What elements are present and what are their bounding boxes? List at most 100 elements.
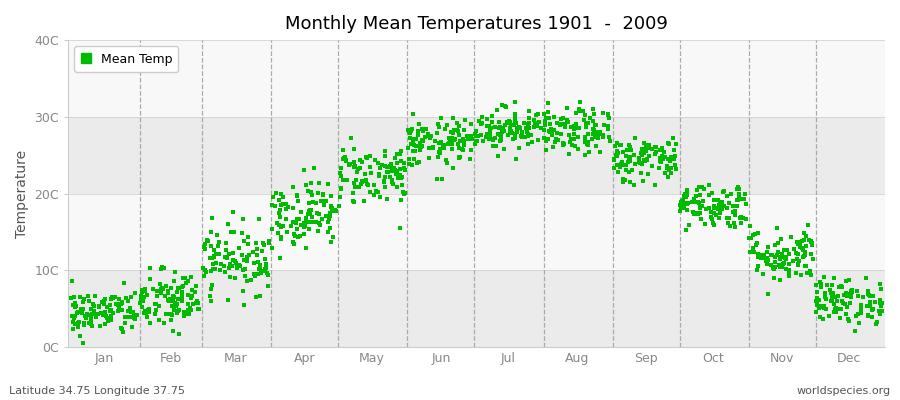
Point <box>70 308 85 315</box>
Point <box>764 262 778 268</box>
Point <box>324 203 338 209</box>
Point <box>92 304 106 310</box>
Point <box>224 228 238 235</box>
Point <box>844 290 859 297</box>
Point <box>431 154 446 161</box>
Point <box>267 203 282 209</box>
Point <box>834 306 849 312</box>
Point <box>205 282 220 288</box>
Point <box>861 312 876 318</box>
Point <box>293 232 308 239</box>
Point <box>765 252 779 258</box>
Point <box>586 106 600 112</box>
Point <box>164 316 178 323</box>
Point <box>549 135 563 142</box>
Point <box>725 209 740 215</box>
Point <box>522 115 536 121</box>
Point <box>170 310 184 317</box>
Point <box>142 265 157 272</box>
Point <box>75 309 89 316</box>
Point <box>346 146 361 152</box>
Point <box>260 283 274 289</box>
Point <box>445 141 459 147</box>
Point <box>734 214 748 220</box>
Point <box>301 211 315 218</box>
Point <box>544 126 558 133</box>
Point <box>204 268 219 274</box>
Point <box>320 219 335 225</box>
Point <box>284 223 299 229</box>
Point <box>623 155 637 161</box>
Point <box>69 303 84 310</box>
Point <box>171 296 185 302</box>
Point <box>164 310 178 317</box>
Point <box>273 254 287 261</box>
Point <box>397 165 411 171</box>
Point <box>562 150 576 157</box>
Point <box>252 216 266 222</box>
Point <box>666 135 680 142</box>
Point <box>140 313 155 320</box>
Point <box>272 222 286 228</box>
Point <box>791 239 806 245</box>
Point <box>610 152 625 158</box>
Point <box>859 275 873 282</box>
Point <box>458 117 473 124</box>
Point <box>390 168 404 175</box>
Point <box>376 178 391 184</box>
Point <box>508 131 522 138</box>
Point <box>589 122 603 129</box>
Point <box>601 122 616 129</box>
Point <box>279 201 293 207</box>
Point <box>274 233 288 240</box>
Point <box>356 159 370 166</box>
Point <box>518 124 533 131</box>
Point <box>556 115 571 122</box>
Point <box>872 308 886 315</box>
Point <box>796 237 811 243</box>
Point <box>169 310 184 316</box>
Point <box>367 157 382 163</box>
Point <box>85 320 99 327</box>
Point <box>353 165 367 171</box>
Point <box>133 300 148 306</box>
Point <box>209 251 223 258</box>
Point <box>522 108 536 114</box>
Point <box>302 211 317 218</box>
Point <box>658 154 672 160</box>
Point <box>721 220 735 226</box>
Point <box>237 238 251 244</box>
Point <box>588 127 602 133</box>
Point <box>510 124 525 131</box>
Point <box>258 256 273 262</box>
Point <box>737 196 751 202</box>
Point <box>544 130 559 137</box>
Point <box>730 197 744 204</box>
Point <box>67 314 81 321</box>
Point <box>452 132 466 138</box>
Point <box>297 231 311 238</box>
Point <box>182 310 196 317</box>
Point <box>364 153 378 159</box>
Point <box>506 136 520 142</box>
Point <box>410 128 425 134</box>
Point <box>178 274 193 281</box>
Point <box>707 209 722 216</box>
Point <box>257 266 272 273</box>
Point <box>707 204 722 211</box>
Point <box>742 235 757 241</box>
Point <box>589 122 603 128</box>
Point <box>184 274 198 280</box>
Point <box>76 306 90 312</box>
Point <box>122 307 136 314</box>
Point <box>436 176 450 182</box>
Point <box>404 141 419 147</box>
Point <box>111 308 125 314</box>
Point <box>515 134 529 141</box>
Point <box>394 158 409 164</box>
Point <box>713 208 727 215</box>
Point <box>355 179 369 185</box>
Point <box>104 296 118 302</box>
Point <box>324 192 338 199</box>
Point <box>443 137 457 143</box>
